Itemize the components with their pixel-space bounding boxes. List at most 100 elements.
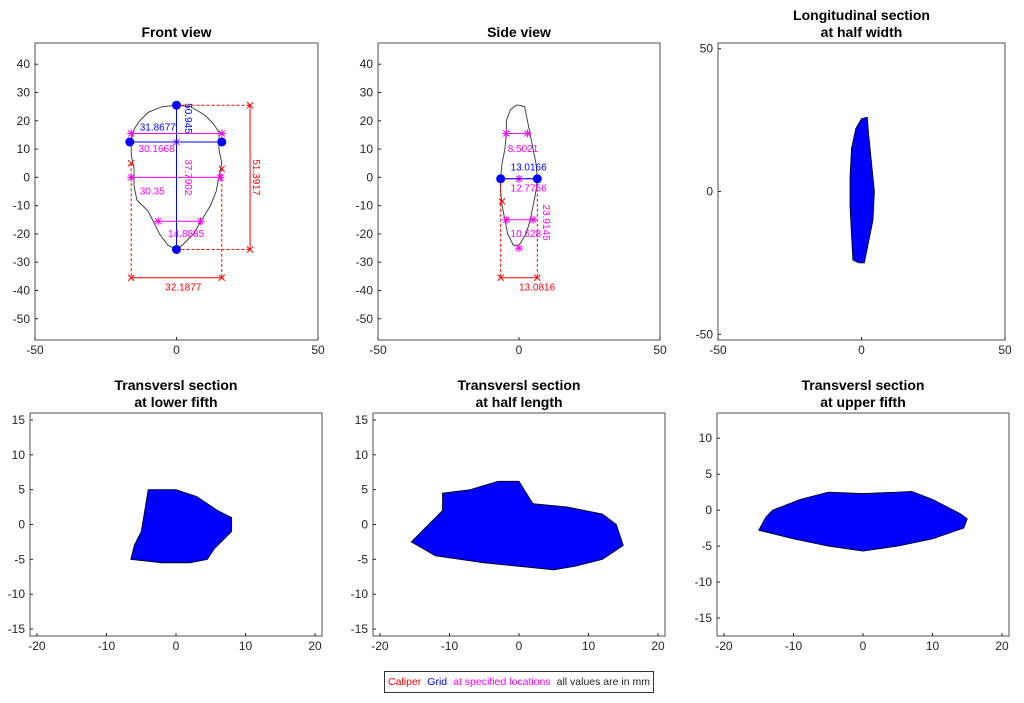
y-tick-label: 40 bbox=[17, 57, 31, 71]
star-marker bbox=[515, 244, 523, 253]
x-marker bbox=[218, 165, 226, 173]
y-tick-label: 5 bbox=[18, 483, 25, 497]
grid-point bbox=[172, 100, 181, 110]
subplot-title: Front view bbox=[141, 24, 211, 40]
y-tick-label: 10 bbox=[360, 142, 374, 156]
section-shape bbox=[410, 480, 624, 571]
star-marker bbox=[196, 217, 205, 226]
x-tick-label: 20 bbox=[308, 639, 322, 653]
star-marker bbox=[127, 173, 136, 182]
y-tick-label: -15 bbox=[351, 622, 369, 636]
measurement-label: 50.945 bbox=[182, 103, 193, 134]
measurement-label: 32.1877 bbox=[165, 283, 202, 294]
x-tick-label: 0 bbox=[516, 343, 523, 357]
y-tick-label: 5 bbox=[361, 483, 368, 497]
y-tick-label: -50 bbox=[696, 327, 714, 341]
x-marker bbox=[246, 246, 254, 253]
x-tick-label: 0 bbox=[516, 639, 523, 653]
x-marker bbox=[127, 159, 135, 167]
x-tick-label: -10 bbox=[98, 639, 116, 653]
section-shape bbox=[849, 116, 875, 264]
y-tick-label: -15 bbox=[8, 622, 26, 636]
x-tick-label: 0 bbox=[860, 639, 867, 653]
subplot-2: -50 0 50 -50 -40 -30 -20 -10 0 10 20 30 40 Side view 8… bbox=[356, 24, 667, 357]
measurement-label: 14.8885 bbox=[168, 229, 205, 240]
star-marker bbox=[216, 173, 225, 182]
legend-specified: at specified locations bbox=[453, 676, 551, 688]
y-tick-label: 20 bbox=[17, 114, 31, 128]
x-tick-label: 10 bbox=[582, 639, 596, 653]
subplot-title: Transversl section bbox=[115, 377, 238, 393]
x-tick-label: 50 bbox=[653, 343, 667, 357]
measurement-label: 37.7902 bbox=[182, 159, 193, 196]
subplot-title: at half length bbox=[475, 394, 562, 410]
y-tick-label: 0 bbox=[23, 170, 30, 184]
axes-box bbox=[377, 42, 661, 341]
subplot-6: -20 -10 0 10 20 -15 -10 -5 0 5 10 Transversl sectio… bbox=[695, 377, 1010, 653]
x-tick-label: -50 bbox=[369, 343, 387, 357]
y-tick-label: -30 bbox=[13, 255, 31, 269]
x-marker bbox=[246, 101, 254, 109]
x-tick-label: -10 bbox=[441, 639, 459, 653]
star-marker bbox=[127, 129, 136, 138]
x-tick-label: -10 bbox=[785, 639, 803, 653]
y-tick-label: -5 bbox=[14, 552, 25, 566]
x-tick-label: -20 bbox=[715, 639, 733, 653]
x-tick-label: 10 bbox=[239, 639, 253, 653]
y-tick-label: 30 bbox=[360, 86, 374, 100]
x-tick-label: -50 bbox=[26, 343, 44, 357]
x-tick-label: 0 bbox=[858, 343, 865, 357]
y-tick-label: -10 bbox=[8, 587, 26, 601]
x-marker bbox=[218, 274, 226, 282]
x-tick-label: -50 bbox=[709, 343, 727, 357]
y-tick-label: -10 bbox=[356, 199, 374, 213]
y-tick-label: 5 bbox=[705, 467, 712, 481]
subplot-title: Side view bbox=[487, 24, 551, 40]
section-shape bbox=[130, 489, 233, 564]
x-tick-label: -20 bbox=[28, 639, 46, 653]
y-tick-label: 0 bbox=[18, 518, 25, 532]
y-tick-label: 40 bbox=[360, 57, 374, 71]
subplot-title: at half width bbox=[821, 24, 903, 40]
y-tick-label: 20 bbox=[360, 114, 374, 128]
grid-point bbox=[125, 137, 135, 147]
y-tick-label: 0 bbox=[706, 185, 713, 199]
x-marker bbox=[498, 198, 506, 205]
y-tick-label: -50 bbox=[13, 312, 31, 326]
y-tick-label: 15 bbox=[355, 413, 369, 427]
star-marker bbox=[217, 129, 226, 138]
y-tick-label: -10 bbox=[695, 575, 713, 589]
y-tick-label: 30 bbox=[17, 86, 31, 100]
x-marker bbox=[497, 274, 505, 282]
subplot-4: -20 -10 0 10 20 -15 -10 -5 0 5 10 15 Transversl sect… bbox=[8, 377, 323, 653]
x-tick-label: 20 bbox=[995, 639, 1009, 653]
y-tick-label: -10 bbox=[351, 587, 369, 601]
x-tick-label: -20 bbox=[371, 639, 389, 653]
y-tick-label: 15 bbox=[12, 413, 26, 427]
x-tick-label: 0 bbox=[173, 343, 180, 357]
measurement-label: 23.9145 bbox=[540, 205, 551, 242]
measurement-label: 31.8677 bbox=[140, 123, 177, 134]
subplot-title: at upper fifth bbox=[820, 394, 906, 410]
star-marker bbox=[502, 215, 511, 224]
measurement-label: 8.5021 bbox=[508, 144, 539, 155]
measurement-label: 12.7756 bbox=[511, 184, 548, 195]
subplot-title: Transversl section bbox=[458, 377, 581, 393]
x-tick-label: 0 bbox=[173, 639, 180, 653]
y-tick-label: -20 bbox=[356, 227, 374, 241]
x-tick-label: 50 bbox=[311, 343, 325, 357]
y-tick-label: 50 bbox=[700, 42, 714, 56]
y-tick-label: 0 bbox=[366, 170, 373, 184]
y-tick-label: -10 bbox=[13, 199, 31, 213]
measurement-label: 30.35 bbox=[140, 186, 165, 197]
grid-point bbox=[217, 137, 227, 147]
y-tick-label: -30 bbox=[356, 255, 374, 269]
y-tick-label: 10 bbox=[355, 448, 369, 462]
x-tick-label: 20 bbox=[651, 639, 665, 653]
grid-point bbox=[532, 174, 542, 184]
y-tick-label: -40 bbox=[356, 284, 374, 298]
y-tick-label: 10 bbox=[699, 431, 713, 445]
